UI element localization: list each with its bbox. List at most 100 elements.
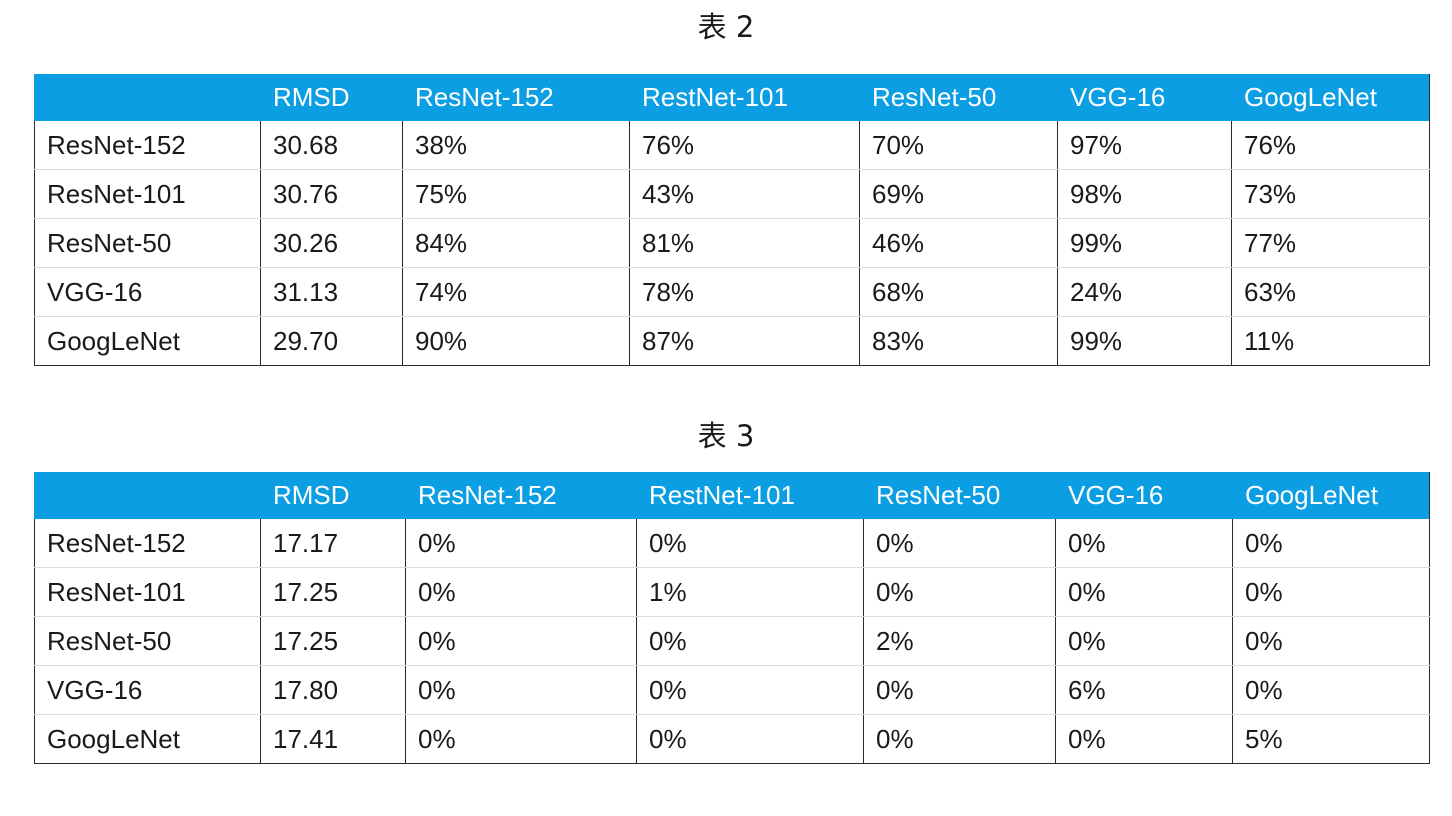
table-row: ResNet-50 17.25 0% 0% 2% 0% 0%: [34, 616, 1430, 666]
table-row: VGG-16 31.13 74% 78% 68% 24% 63%: [34, 267, 1430, 317]
table-cell: 0%: [1232, 567, 1430, 617]
table-cell: 30.68: [260, 121, 403, 170]
table-cell: 0%: [863, 567, 1056, 617]
table3-header-row: RMSD ResNet-152 RestNet-101 ResNet-50 VGG-16…: [34, 472, 1430, 519]
column-header: ResNet-152: [405, 472, 637, 519]
table-cell: 5%: [1232, 714, 1430, 764]
column-header: ResNet-152: [402, 74, 630, 121]
table-cell: 0%: [1232, 616, 1430, 666]
table-cell: 17.25: [260, 616, 406, 666]
table-cell: 63%: [1231, 267, 1430, 317]
table-cell: 83%: [859, 316, 1058, 366]
table-cell: 97%: [1057, 121, 1232, 170]
table-cell: 68%: [859, 267, 1058, 317]
table-cell: 0%: [405, 665, 637, 715]
table-cell: 73%: [1231, 169, 1430, 219]
table-cell: 77%: [1231, 218, 1430, 268]
table-cell: 46%: [859, 218, 1058, 268]
table-cell: 74%: [402, 267, 630, 317]
row-label-cell: VGG-16: [34, 267, 261, 317]
header-corner-cell: [34, 74, 261, 121]
table-cell: 30.26: [260, 218, 403, 268]
column-header: VGG-16: [1057, 74, 1232, 121]
column-header: RestNet-101: [636, 472, 864, 519]
table-cell: 0%: [863, 519, 1056, 568]
table-cell: 0%: [863, 665, 1056, 715]
row-label-cell: ResNet-101: [34, 567, 261, 617]
table-row: GoogLeNet 17.41 0% 0% 0% 0% 5%: [34, 714, 1430, 764]
table-row: ResNet-101 30.76 75% 43% 69% 98% 73%: [34, 169, 1430, 219]
row-label-cell: ResNet-101: [34, 169, 261, 219]
row-label-cell: GoogLeNet: [34, 316, 261, 366]
table-cell: 0%: [405, 519, 637, 568]
column-header: ResNet-50: [863, 472, 1056, 519]
table-cell: 99%: [1057, 316, 1232, 366]
row-label-cell: VGG-16: [34, 665, 261, 715]
table-cell: 0%: [1232, 519, 1430, 568]
table-cell: 1%: [636, 567, 864, 617]
table-cell: 81%: [629, 218, 860, 268]
table-cell: 0%: [1055, 714, 1233, 764]
row-label-cell: GoogLeNet: [34, 714, 261, 764]
table-cell: 98%: [1057, 169, 1232, 219]
table-cell: 6%: [1055, 665, 1233, 715]
table-cell: 2%: [863, 616, 1056, 666]
table2-header-row: RMSD ResNet-152 RestNet-101 ResNet-50 VGG-16…: [34, 74, 1430, 121]
table-cell: 38%: [402, 121, 630, 170]
table-cell: 17.41: [260, 714, 406, 764]
table-cell: 17.80: [260, 665, 406, 715]
row-label-cell: ResNet-152: [34, 519, 261, 568]
table-cell: 99%: [1057, 218, 1232, 268]
table-cell: 43%: [629, 169, 860, 219]
column-header: RMSD: [260, 472, 406, 519]
table-cell: 0%: [636, 714, 864, 764]
table-cell: 0%: [405, 616, 637, 666]
table2-caption: 表 2: [697, 10, 755, 44]
column-header: ResNet-50: [859, 74, 1058, 121]
table-cell: 11%: [1231, 316, 1430, 366]
table-row: GoogLeNet 29.70 90% 87% 83% 99% 11%: [34, 316, 1430, 366]
table-cell: 0%: [1055, 567, 1233, 617]
table-cell: 0%: [863, 714, 1056, 764]
header-corner-cell: [34, 472, 261, 519]
column-header: VGG-16: [1055, 472, 1233, 519]
table-row: ResNet-50 30.26 84% 81% 46% 99% 77%: [34, 218, 1430, 268]
table-cell: 17.17: [260, 519, 406, 568]
table-cell: 69%: [859, 169, 1058, 219]
table-row: ResNet-152 30.68 38% 76% 70% 97% 76%: [34, 121, 1430, 170]
table-cell: 31.13: [260, 267, 403, 317]
column-header: RestNet-101: [629, 74, 860, 121]
table-cell: 0%: [1055, 616, 1233, 666]
column-header: GoogLeNet: [1232, 472, 1430, 519]
row-label-cell: ResNet-50: [34, 218, 261, 268]
row-label-cell: ResNet-50: [34, 616, 261, 666]
row-label-cell: ResNet-152: [34, 121, 261, 170]
table-cell: 0%: [405, 567, 637, 617]
table-cell: 0%: [1232, 665, 1430, 715]
table-cell: 0%: [636, 665, 864, 715]
table-cell: 87%: [629, 316, 860, 366]
table-cell: 70%: [859, 121, 1058, 170]
table-cell: 0%: [1055, 519, 1233, 568]
table-cell: 0%: [636, 616, 864, 666]
table-cell: 75%: [402, 169, 630, 219]
table-cell: 29.70: [260, 316, 403, 366]
table-cell: 76%: [1231, 121, 1430, 170]
table-cell: 90%: [402, 316, 630, 366]
table-cell: 30.76: [260, 169, 403, 219]
table-cell: 76%: [629, 121, 860, 170]
table2: RMSD ResNet-152 RestNet-101 ResNet-50 VGG-16…: [34, 74, 1430, 366]
table-cell: 0%: [405, 714, 637, 764]
column-header: RMSD: [260, 74, 403, 121]
table-cell: 0%: [636, 519, 864, 568]
table3: RMSD ResNet-152 RestNet-101 ResNet-50 VGG-16…: [34, 472, 1430, 764]
table3-caption: 表 3: [697, 419, 755, 453]
table-row: VGG-16 17.80 0% 0% 0% 6% 0%: [34, 665, 1430, 715]
table-row: ResNet-101 17.25 0% 1% 0% 0% 0%: [34, 567, 1430, 617]
table-cell: 84%: [402, 218, 630, 268]
table-cell: 17.25: [260, 567, 406, 617]
table-cell: 24%: [1057, 267, 1232, 317]
table-row: ResNet-152 17.17 0% 0% 0% 0% 0%: [34, 519, 1430, 568]
table-cell: 78%: [629, 267, 860, 317]
